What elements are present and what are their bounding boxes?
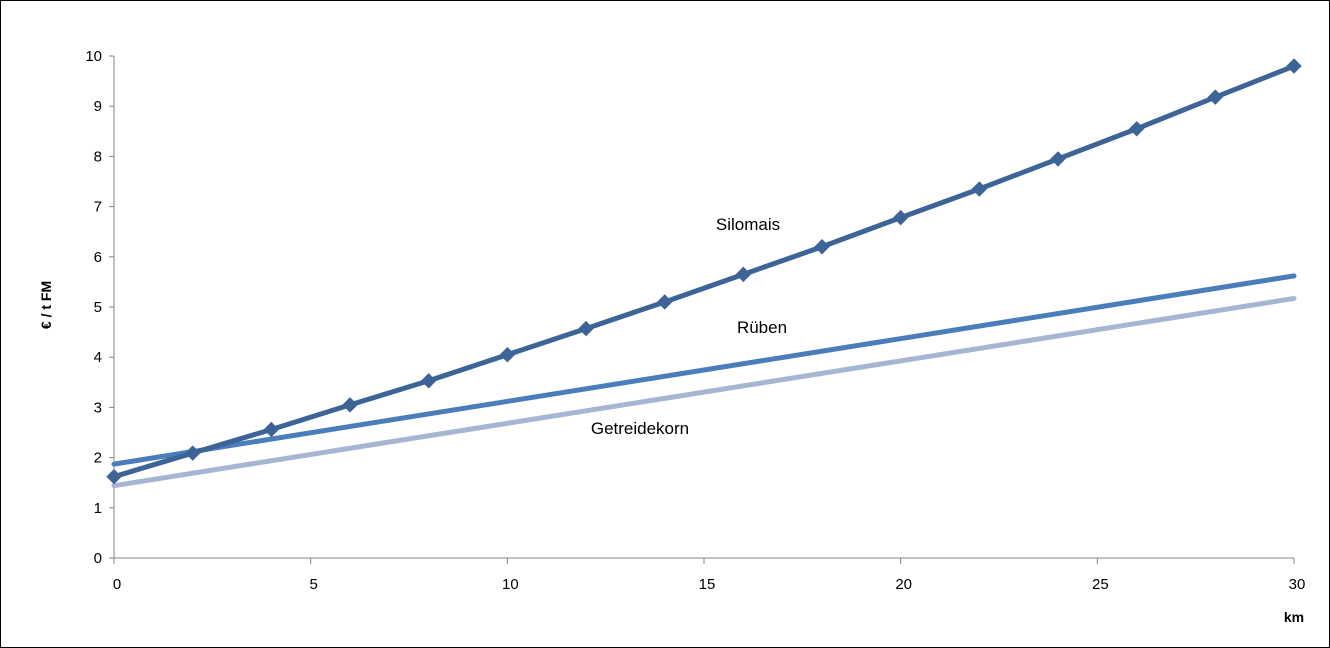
data-point-marker: [814, 239, 830, 255]
x-tick-label: 30: [1289, 576, 1306, 593]
x-axis-title: km: [1284, 609, 1304, 625]
x-tick-label: 15: [699, 576, 716, 593]
series-line-getreidekorn: [111, 295, 1297, 489]
series-label-silomais: Silomais: [716, 215, 780, 234]
y-tick-label: 1: [94, 500, 102, 517]
x-tick-label: 25: [1092, 576, 1109, 593]
y-tick-label: 3: [94, 399, 102, 416]
y-tick-label: 5: [94, 299, 102, 316]
data-point-marker: [735, 266, 752, 283]
x-tick-label: 10: [502, 576, 519, 593]
data-point-marker: [1128, 121, 1145, 137]
series-labels: Silomais Rüben Getreidekorn: [591, 215, 787, 438]
data-point-marker: [263, 421, 280, 438]
series-line-r-ben: [111, 273, 1297, 467]
y-tick-label: 10: [85, 48, 102, 65]
y-tick-label: 2: [94, 450, 102, 467]
y-axis-title: € / t FM: [38, 281, 54, 329]
series-label-r-ben: Rüben: [737, 318, 787, 337]
data-point-marker: [499, 346, 516, 363]
data-point-marker: [971, 181, 988, 197]
data-point-marker: [892, 209, 909, 226]
x-tick-label: 20: [895, 576, 912, 593]
data-point-marker: [184, 445, 201, 461]
y-tick-label: 9: [94, 98, 102, 115]
data-point-marker: [1286, 58, 1302, 74]
data-point-marker: [578, 320, 594, 337]
data-point-marker: [420, 373, 437, 389]
y-tick-label: 6: [94, 249, 102, 266]
y-tick-label: 0: [94, 550, 102, 567]
series-group: [106, 58, 1302, 489]
data-point-marker: [1050, 151, 1066, 167]
y-tick-label: 7: [94, 199, 102, 216]
data-point-marker: [342, 397, 358, 413]
data-point-marker: [106, 468, 122, 485]
series-label-getreidekorn: Getreidekorn: [591, 419, 689, 438]
axes: 0 1 2 3 4 5 6 7 8 9 10 0 5 10 15 20 25 30: [85, 48, 1305, 593]
x-tick-label: 0: [113, 576, 121, 593]
x-tick-label: 5: [309, 576, 317, 593]
data-point-marker: [656, 294, 673, 310]
y-tick-label: 8: [94, 148, 102, 165]
y-tick-label: 4: [94, 349, 102, 366]
data-point-marker: [1207, 89, 1224, 105]
series-line-silomais: [111, 63, 1297, 480]
